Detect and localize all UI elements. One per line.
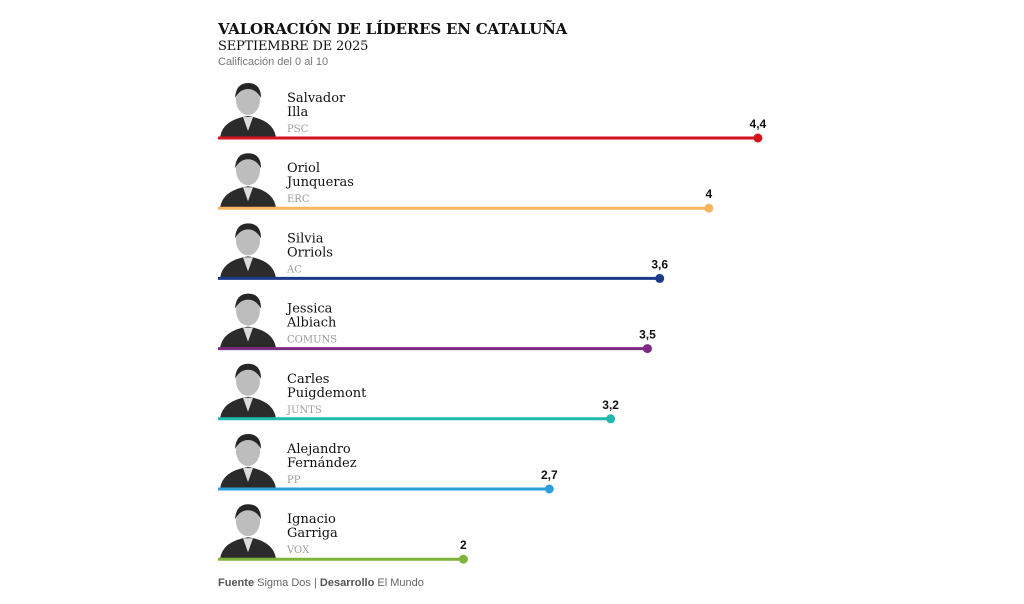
- portrait-collar: [243, 538, 253, 553]
- portrait-collar: [243, 327, 253, 342]
- leader-first-name: Silvia: [287, 231, 324, 246]
- portrait-face: [236, 295, 260, 326]
- chart-header: VALORACIÓN DE LÍDERES EN CATALUÑA SEPTIE…: [218, 20, 567, 69]
- value-label: 4: [705, 187, 712, 201]
- portrait-hair: [235, 434, 261, 449]
- leader-first-name: Alejandro: [286, 442, 351, 457]
- party-label: JUNTS: [286, 405, 322, 416]
- bar-end-dot: [544, 484, 554, 494]
- portrait-face: [236, 506, 260, 537]
- portrait-face: [236, 365, 260, 396]
- leader-last-name: Orriols: [287, 245, 333, 260]
- party-label: COMUNS: [287, 335, 337, 346]
- leader-last-name: Puigdemont: [287, 386, 367, 401]
- portrait-face: [236, 85, 260, 115]
- value-label: 4,4: [750, 117, 767, 131]
- portrait-avatar: [218, 148, 278, 209]
- portrait-collar: [243, 397, 253, 412]
- leader-last-name: Fernández: [287, 456, 357, 471]
- portrait-hair: [235, 153, 261, 169]
- bar-end-dot: [655, 273, 665, 283]
- bar-end-dot: [458, 554, 468, 564]
- value-label: 2: [460, 538, 467, 552]
- portrait-hair: [235, 83, 261, 98]
- development-label: Desarrollo: [319, 577, 375, 589]
- portrait-avatar: [218, 358, 278, 419]
- party-label: PP: [287, 475, 301, 486]
- portrait-collar: [243, 187, 253, 202]
- party-label: ERC: [287, 194, 310, 205]
- development-value: El Mundo: [377, 577, 424, 589]
- value-label: 2,7: [541, 468, 558, 482]
- portrait-hair: [235, 223, 261, 239]
- leader-last-name: Garriga: [287, 526, 338, 541]
- bar-end-dot: [753, 133, 763, 143]
- portrait-face: [236, 155, 260, 186]
- portrait-face: [236, 436, 260, 466]
- chart-title: VALORACIÓN DE LÍDERES EN CATALUÑA: [218, 20, 568, 38]
- leader-first-name: Oriol: [287, 161, 320, 176]
- leader-first-name: Carles: [287, 372, 329, 387]
- portrait-collar: [243, 257, 253, 272]
- scale-note: Calificación del 0 al 10: [218, 56, 329, 68]
- portrait-hair: [235, 363, 261, 379]
- leader-last-name: Junqueras: [285, 175, 354, 190]
- leader-last-name: Albiach: [286, 316, 337, 331]
- bar-end-dot: [704, 203, 714, 213]
- leader-first-name: Salvador: [287, 91, 346, 106]
- portrait-collar: [243, 117, 253, 131]
- footer-separator: |: [313, 577, 317, 589]
- leader-last-name: Illa: [287, 105, 308, 120]
- portrait-collar: [243, 468, 253, 482]
- portrait-hair: [235, 293, 261, 309]
- bar-end-dot: [642, 344, 652, 354]
- party-label: AC: [286, 264, 302, 275]
- portrait-avatar: [218, 78, 278, 138]
- value-label: 3,5: [639, 328, 656, 342]
- source-value: Sigma Dos: [257, 577, 311, 589]
- portrait-avatar: [218, 429, 278, 489]
- value-label: 3,6: [651, 257, 668, 271]
- portrait-face: [236, 225, 260, 256]
- party-label: PSC: [287, 124, 309, 135]
- leader-first-name: Ignacio: [287, 512, 336, 527]
- leader-first-name: Jessica: [285, 302, 333, 317]
- source-label: Fuente: [218, 577, 255, 589]
- party-label: VOX: [286, 545, 310, 556]
- portrait-avatar: [218, 288, 278, 349]
- bar-end-dot: [606, 414, 616, 424]
- portrait-avatar: [218, 218, 278, 279]
- chart-footer: Fuente Sigma Dos | Desarrollo El Mundo: [218, 577, 424, 589]
- value-label: 3,2: [602, 398, 619, 412]
- portrait-avatar: [218, 499, 278, 560]
- portrait-hair: [235, 504, 261, 520]
- chart-subtitle: SEPTIEMBRE DE 2025: [218, 39, 369, 54]
